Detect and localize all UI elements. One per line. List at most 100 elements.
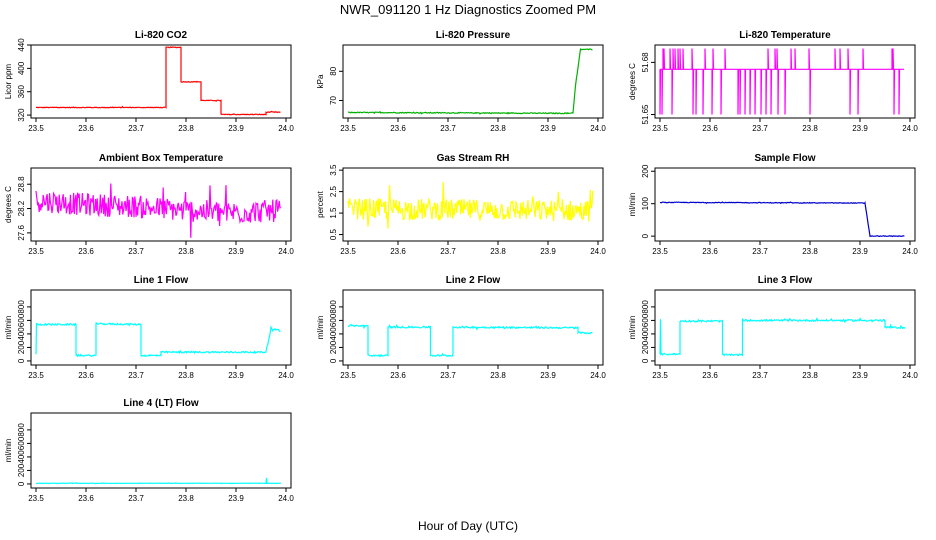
panel-title: Li-820 Temperature xyxy=(739,30,831,41)
y-tick-label: 360 xyxy=(17,85,26,99)
y-tick-label: 28.8 xyxy=(17,176,26,192)
y-tick-label: 440 xyxy=(17,38,26,52)
x-tick-label: 23.7 xyxy=(752,371,768,380)
x-tick-label: 23.5 xyxy=(652,124,668,133)
x-tick-label: 23.5 xyxy=(340,124,356,133)
y-tick-label: 80 xyxy=(329,66,338,75)
x-tick-label: 23.9 xyxy=(228,494,244,503)
y-tick-label: 0 xyxy=(329,358,338,363)
x-tick-label: 23.8 xyxy=(802,371,818,380)
y-axis-label: ml/min xyxy=(4,439,13,463)
panel-title: Ambient Box Temperature xyxy=(99,153,224,164)
x-tick-label: 23.7 xyxy=(128,247,144,256)
y-tick-label: 70 xyxy=(329,95,338,104)
x-tick-label: 23.6 xyxy=(702,247,718,256)
series-line xyxy=(659,316,906,357)
panel-title: Line 2 Flow xyxy=(446,275,501,286)
x-tick-label: 24.0 xyxy=(590,247,606,256)
x-tick-label: 23.7 xyxy=(440,371,456,380)
y-tick-label: 600 xyxy=(641,313,650,327)
plot-frame xyxy=(654,289,916,366)
x-tick-label: 24.0 xyxy=(590,124,606,133)
series-line xyxy=(659,200,905,238)
x-tick-label: 24.0 xyxy=(902,371,918,380)
y-tick-label: 800 xyxy=(17,423,26,437)
y-tick-label: 600 xyxy=(17,436,26,450)
y-tick-label: 200 xyxy=(641,164,650,178)
x-tick-label: 23.5 xyxy=(28,124,44,133)
panel-9: Line 3 Flow ml/min 23.5 23.6 23.7 23.8 23.9 24.… xyxy=(628,275,918,380)
y-tick-label: 28.2 xyxy=(17,200,26,216)
y-axis-label: ml/min xyxy=(628,316,637,340)
x-tick-label: 23.8 xyxy=(490,124,506,133)
x-tick-label: 23.6 xyxy=(390,247,406,256)
y-tick-label: 200 xyxy=(329,340,338,354)
x-tick-label: 23.5 xyxy=(340,247,356,256)
x-tick-label: 23.9 xyxy=(540,371,556,380)
y-tick-label: 800 xyxy=(329,300,338,314)
y-tick-label: 2.5 xyxy=(329,186,338,198)
y-tick-label: 400 xyxy=(17,327,26,341)
x-tick-label: 23.9 xyxy=(852,124,868,133)
x-tick-label: 23.8 xyxy=(802,247,818,256)
x-tick-label: 23.9 xyxy=(228,371,244,380)
x-tick-label: 23.7 xyxy=(752,124,768,133)
panel-title: Sample Flow xyxy=(754,153,815,164)
y-tick-label: 400 xyxy=(641,327,650,341)
y-tick-label: 0.5 xyxy=(329,228,338,240)
plot-frame xyxy=(30,412,292,489)
y-tick-label: 600 xyxy=(17,313,26,327)
x-tick-label: 23.9 xyxy=(540,247,556,256)
x-tick-label: 24.0 xyxy=(590,371,606,380)
x-tick-label: 23.9 xyxy=(228,247,244,256)
x-tick-label: 23.6 xyxy=(390,124,406,133)
panel-title: Li-820 Pressure xyxy=(436,30,511,41)
x-tick-label: 23.6 xyxy=(78,371,94,380)
x-tick-label: 23.8 xyxy=(178,247,194,256)
panel-5: Gas Stream RH percent 23.5 23.6 23.7 23.8 23.9… xyxy=(316,153,606,256)
x-tick-label: 23.9 xyxy=(852,247,868,256)
plot-frame xyxy=(30,44,292,119)
x-tick-label: 23.6 xyxy=(390,371,406,380)
panel-title: Line 3 Flow xyxy=(758,275,813,286)
plot-frame xyxy=(342,44,604,119)
y-tick-label: 800 xyxy=(641,300,650,314)
y-axis-label: degrees C xyxy=(4,186,13,223)
x-tick-label: 23.7 xyxy=(440,247,456,256)
y-tick-label: 27.6 xyxy=(17,225,26,241)
y-tick-label: 100 xyxy=(641,196,650,210)
panel-6: Sample Flow ml/min 23.5 23.6 23.7 23.8 23.9 24.… xyxy=(628,153,918,256)
y-axis-label: ml/min xyxy=(628,193,637,217)
y-tick-label: 0 xyxy=(17,358,26,363)
panel-7: Line 1 Flow ml/min 23.5 23.6 23.7 23.8 23.9 24.… xyxy=(4,275,294,380)
x-tick-label: 23.9 xyxy=(228,124,244,133)
x-tick-label: 23.7 xyxy=(128,371,144,380)
series-line xyxy=(35,183,282,238)
series-line xyxy=(348,323,593,358)
series-line xyxy=(36,46,281,116)
x-tick-label: 24.0 xyxy=(902,124,918,133)
x-tick-label: 23.5 xyxy=(652,247,668,256)
panel-4: Ambient Box Temperature degrees C 23.5 23.6… xyxy=(4,153,294,256)
y-axis-label: percent xyxy=(316,190,325,217)
y-tick-label: 200 xyxy=(641,340,650,354)
series-line xyxy=(347,48,593,115)
x-tick-label: 24.0 xyxy=(278,247,294,256)
plot-frame xyxy=(30,167,292,242)
x-tick-label: 23.5 xyxy=(28,494,44,503)
figure-title: NWR_091120 1 Hz Diagnostics Zoomed PM xyxy=(340,2,596,17)
x-tick-label: 23.8 xyxy=(490,371,506,380)
y-tick-label: 800 xyxy=(17,300,26,314)
y-tick-label: 320 xyxy=(17,108,26,122)
x-tick-label: 23.6 xyxy=(78,494,94,503)
x-tick-label: 23.8 xyxy=(802,124,818,133)
plot-frame xyxy=(30,289,292,366)
x-tick-label: 23.6 xyxy=(78,247,94,256)
x-tick-label: 23.6 xyxy=(702,124,718,133)
y-axis-label: ml/min xyxy=(316,316,325,340)
y-tick-label: 400 xyxy=(17,450,26,464)
y-tick-label: 0 xyxy=(17,481,26,486)
x-tick-label: 23.7 xyxy=(752,247,768,256)
y-tick-label: 400 xyxy=(17,61,26,75)
